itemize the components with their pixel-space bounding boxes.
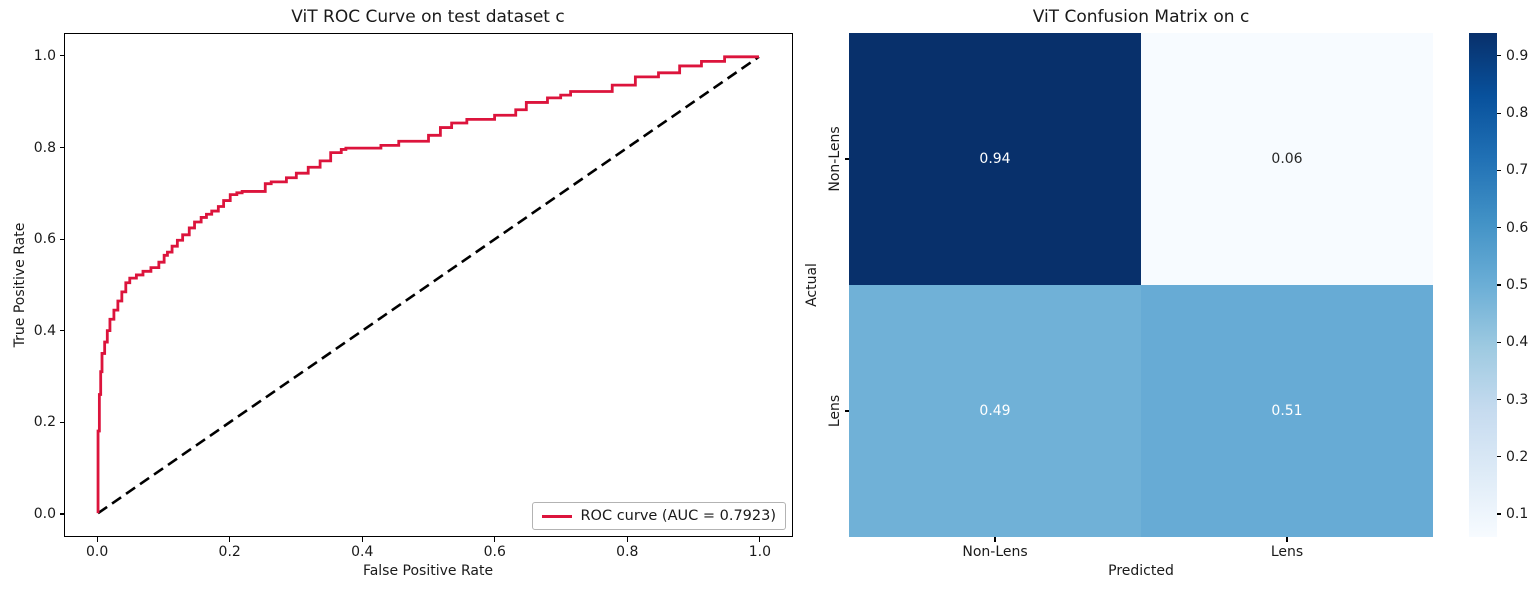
roc-x-axis-label: False Positive Rate: [362, 563, 494, 579]
colorbar-tick-mark: [1497, 456, 1501, 458]
cell-value: 0.49: [979, 403, 1011, 419]
roc-y-axis-label: True Positive Rate: [12, 222, 28, 348]
cm-x-axis-label: Predicted: [1108, 563, 1174, 579]
x-tick-label: 0.2: [218, 544, 241, 560]
y-tick-mark: [59, 513, 64, 515]
roc-curve-line: [98, 57, 759, 513]
x-tick-label: 0.4: [351, 544, 374, 560]
heatmap-cell: 0.06: [1141, 33, 1433, 285]
confusion-matrix-title: ViT Confusion Matrix on c: [1032, 7, 1250, 27]
cm-row-label: Non-Lens: [827, 126, 843, 192]
colorbar-tick-mark: [1497, 513, 1501, 515]
chance-diagonal-line: [98, 57, 759, 513]
colorbar-tick-mark: [1497, 55, 1501, 57]
heatmap-cell: 0.51: [1141, 285, 1433, 537]
y-tick-mark: [59, 330, 64, 332]
x-tick-mark: [361, 537, 363, 542]
colorbar-tick-mark: [1497, 169, 1501, 172]
confusion-matrix-grid: 0.94 0.06 0.49 0.51: [849, 33, 1433, 537]
colorbar-tick-label: 0.7: [1506, 162, 1529, 179]
legend-line-sample: [542, 514, 573, 518]
x-tick-mark: [759, 537, 761, 542]
y-tick-label: 1.0: [33, 47, 56, 64]
x-tick-label: 1.0: [748, 544, 771, 560]
cm-col-tick-mark: [1286, 537, 1288, 542]
x-tick-mark: [494, 537, 496, 542]
cell-value: 0.06: [1271, 151, 1303, 167]
cm-row-tick-mark: [844, 410, 849, 412]
colorbar-tick-mark: [1497, 398, 1501, 401]
cell-value: 0.51: [1271, 403, 1303, 419]
roc-chart-svg: [65, 34, 792, 536]
colorbar-tick-label: 0.9: [1506, 47, 1529, 64]
legend-label: ROC curve (AUC = 0.7923): [580, 508, 776, 524]
x-tick-label: 0.8: [616, 544, 639, 560]
y-tick-mark: [59, 238, 64, 240]
x-tick-mark: [229, 537, 231, 542]
colorbar-tick-label: 0.4: [1506, 334, 1529, 351]
colorbar-tick-mark: [1497, 341, 1501, 343]
colorbar-tick-label: 0.5: [1506, 277, 1529, 293]
y-tick-label: 0.8: [33, 139, 56, 156]
y-tick-label: 0.2: [33, 414, 56, 431]
y-tick-mark: [59, 146, 64, 149]
y-tick-label: 0.0: [33, 506, 56, 523]
colorbar: [1469, 33, 1497, 537]
cm-row-tick-mark: [844, 158, 849, 160]
cm-row-label: Lens: [827, 394, 843, 428]
heatmap-cell: 0.49: [849, 285, 1141, 537]
y-tick-label: 0.6: [33, 231, 56, 248]
colorbar-tick-label: 0.1: [1506, 506, 1529, 523]
cm-col-tick-mark: [994, 537, 996, 542]
colorbar-tick-mark: [1497, 227, 1501, 229]
colorbar-tick-label: 0.3: [1506, 391, 1529, 408]
y-tick-mark: [59, 421, 64, 424]
x-tick-label: 0.0: [85, 544, 109, 560]
colorbar-tick-label: 0.8: [1506, 105, 1529, 122]
roc-plot-area: ROC curve (AUC = 0.7923): [64, 33, 793, 537]
roc-title: ViT ROC Curve on test dataset c: [291, 7, 565, 27]
colorbar-tick-mark: [1497, 284, 1501, 286]
cell-value: 0.94: [979, 151, 1011, 167]
colorbar-tick-label: 0.6: [1506, 219, 1529, 236]
roc-legend: ROC curve (AUC = 0.7923): [532, 502, 786, 530]
cm-y-axis-label: Actual: [804, 263, 820, 307]
cm-col-label: Non-Lens: [962, 544, 1028, 560]
y-tick-label: 0.4: [33, 322, 56, 339]
x-tick-mark: [626, 537, 628, 542]
x-tick-mark: [96, 537, 98, 542]
y-tick-mark: [59, 55, 64, 57]
cm-col-label: Lens: [1270, 544, 1304, 560]
colorbar-tick-mark: [1497, 112, 1501, 114]
colorbar-tick-label: 0.2: [1506, 448, 1529, 465]
x-tick-label: 0.6: [483, 544, 506, 560]
heatmap-cell: 0.94: [849, 33, 1141, 285]
